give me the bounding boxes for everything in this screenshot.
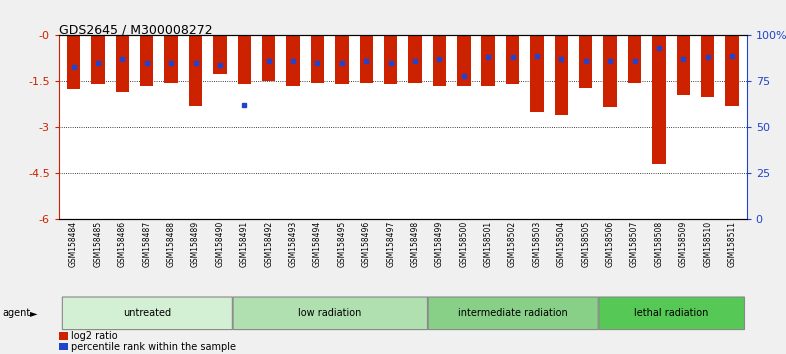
Bar bbox=[237, 35, 251, 85]
Bar bbox=[310, 35, 324, 83]
Text: percentile rank within the sample: percentile rank within the sample bbox=[71, 342, 236, 352]
FancyBboxPatch shape bbox=[599, 297, 744, 330]
Bar bbox=[433, 35, 446, 86]
Bar bbox=[164, 35, 178, 83]
Text: intermediate radiation: intermediate radiation bbox=[457, 308, 567, 318]
FancyBboxPatch shape bbox=[428, 297, 598, 330]
Bar bbox=[457, 35, 471, 86]
Text: GDS2645 / M300008272: GDS2645 / M300008272 bbox=[59, 23, 212, 36]
Bar bbox=[335, 35, 348, 85]
Bar bbox=[213, 35, 226, 74]
Bar bbox=[67, 35, 80, 89]
Bar bbox=[408, 35, 422, 83]
Text: log2 ratio: log2 ratio bbox=[71, 331, 117, 341]
Bar bbox=[652, 35, 666, 164]
Text: lethal radiation: lethal radiation bbox=[634, 308, 708, 318]
Text: untreated: untreated bbox=[123, 308, 171, 318]
Bar bbox=[604, 35, 617, 108]
Bar bbox=[677, 35, 690, 95]
Bar bbox=[189, 35, 202, 106]
Text: low radiation: low radiation bbox=[298, 308, 362, 318]
Bar bbox=[555, 35, 568, 115]
Bar bbox=[116, 35, 129, 92]
Text: agent: agent bbox=[2, 308, 31, 318]
Bar bbox=[701, 35, 714, 97]
Bar bbox=[140, 35, 153, 86]
Bar bbox=[286, 35, 299, 86]
Bar bbox=[384, 35, 398, 85]
Bar bbox=[91, 35, 105, 85]
Text: ►: ► bbox=[30, 308, 38, 318]
Bar bbox=[506, 35, 520, 85]
FancyBboxPatch shape bbox=[233, 297, 428, 330]
Bar bbox=[359, 35, 373, 83]
Bar bbox=[725, 35, 739, 106]
Bar bbox=[262, 35, 275, 81]
Bar bbox=[531, 35, 544, 112]
FancyBboxPatch shape bbox=[62, 297, 233, 330]
Bar bbox=[628, 35, 641, 83]
Bar bbox=[482, 35, 495, 86]
Bar bbox=[579, 35, 593, 87]
